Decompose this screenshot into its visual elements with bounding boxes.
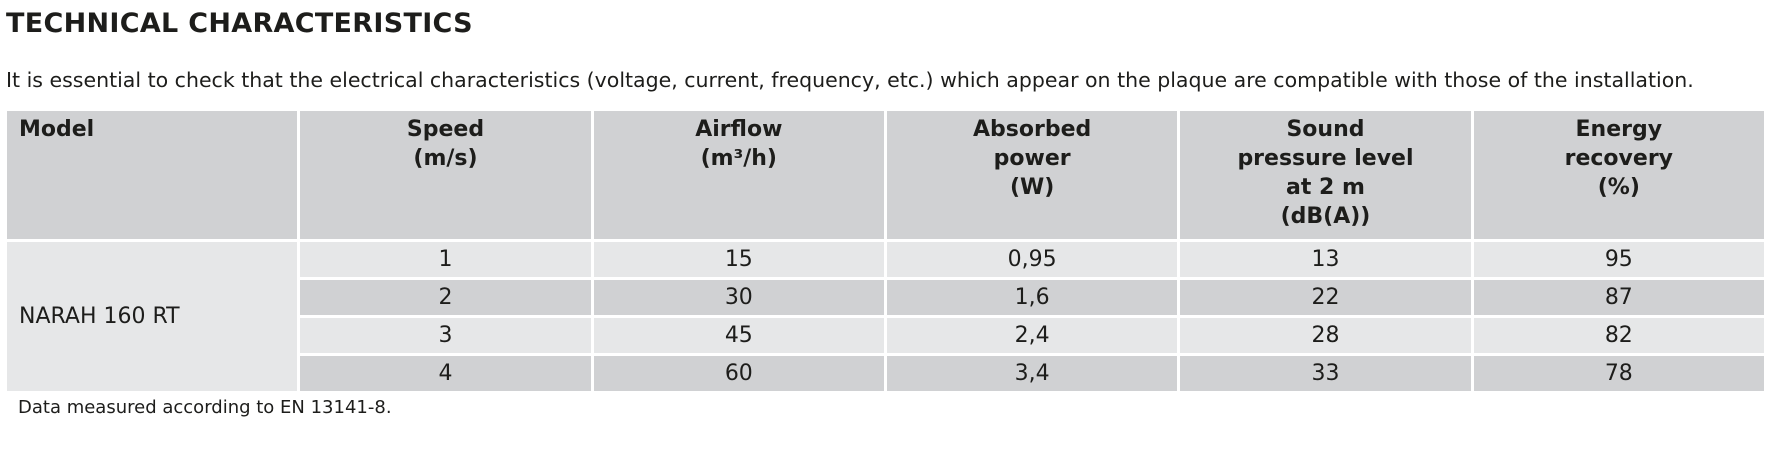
column-header: Absorbed power (W) — [886, 111, 1178, 239]
table-cell: 78 — [1473, 356, 1764, 391]
table-cell: 87 — [1473, 280, 1764, 315]
column-header: Energy recovery (%) — [1473, 111, 1764, 239]
intro-text: It is essential to check that the electr… — [6, 68, 1694, 92]
table-cell: 4 — [300, 356, 591, 391]
header-row: Model Speed (m/s) Airflow (m³/h) Absorbed powe… — [7, 111, 1764, 239]
table-cell: 30 — [593, 280, 884, 315]
table-cell: 3 — [300, 318, 591, 353]
table-cell: 15 — [593, 242, 884, 277]
header-line: Energy — [1575, 117, 1663, 142]
table-cell: 2 — [300, 280, 591, 315]
table-cell: 95 — [1473, 242, 1764, 277]
header-line: power — [993, 146, 1071, 171]
header-line: Model — [19, 117, 95, 142]
column-header: Sound pressure level at 2 m (dB(A)) — [1180, 111, 1471, 239]
column-header: Speed (m/s) — [300, 111, 591, 239]
header-line: Sound — [1286, 117, 1365, 142]
header-line: (%) — [1597, 175, 1640, 200]
header-line: Absorbed — [973, 117, 1092, 142]
header-line: (m/s) — [413, 146, 478, 171]
table-cell: 60 — [593, 356, 884, 391]
spec-table: Model Speed (m/s) Airflow (m³/h) Absorbed powe… — [4, 108, 1767, 394]
column-header: Model — [7, 111, 298, 239]
footnote: Data measured according to EN 13141-8. — [18, 397, 392, 418]
table-cell: 33 — [1180, 356, 1471, 391]
table-row: 2 30 1,6 22 87 — [7, 280, 1764, 315]
header-line: recovery — [1564, 146, 1674, 171]
table-cell: 82 — [1473, 318, 1764, 353]
header-line: pressure level — [1237, 146, 1414, 171]
table-cell: 3,4 — [886, 356, 1178, 391]
header-line: (m³/h) — [700, 146, 777, 171]
table-cell: 28 — [1180, 318, 1471, 353]
column-header: Airflow (m³/h) — [593, 111, 884, 239]
table-cell: 1 — [300, 242, 591, 277]
table-body: NARAH 160 RT 1 15 0,95 13 95 2 30 1,6 22 87 3 45 2,4 2… — [7, 242, 1764, 391]
table-row: 4 60 3,4 33 78 — [7, 356, 1764, 391]
header-line: (W) — [1009, 175, 1055, 200]
header-line: (dB(A)) — [1280, 204, 1371, 229]
header-line: Airflow — [695, 117, 783, 142]
table-cell: 2,4 — [886, 318, 1178, 353]
table-row: NARAH 160 RT 1 15 0,95 13 95 — [7, 242, 1764, 391]
model-cell: NARAH 160 RT — [7, 242, 298, 391]
table-cell: 22 — [1180, 280, 1471, 315]
table-cell: 45 — [593, 318, 884, 353]
header-line: Speed — [406, 117, 485, 142]
title: TECHNICAL CHARACTERISTICS — [6, 8, 473, 39]
table-cell: 1,6 — [886, 280, 1178, 315]
table-cell: 0,95 — [886, 242, 1178, 277]
header-line: at 2 m — [1286, 175, 1365, 200]
table-row: 3 45 2,4 28 82 — [7, 318, 1764, 353]
table-cell: 13 — [1180, 242, 1471, 277]
